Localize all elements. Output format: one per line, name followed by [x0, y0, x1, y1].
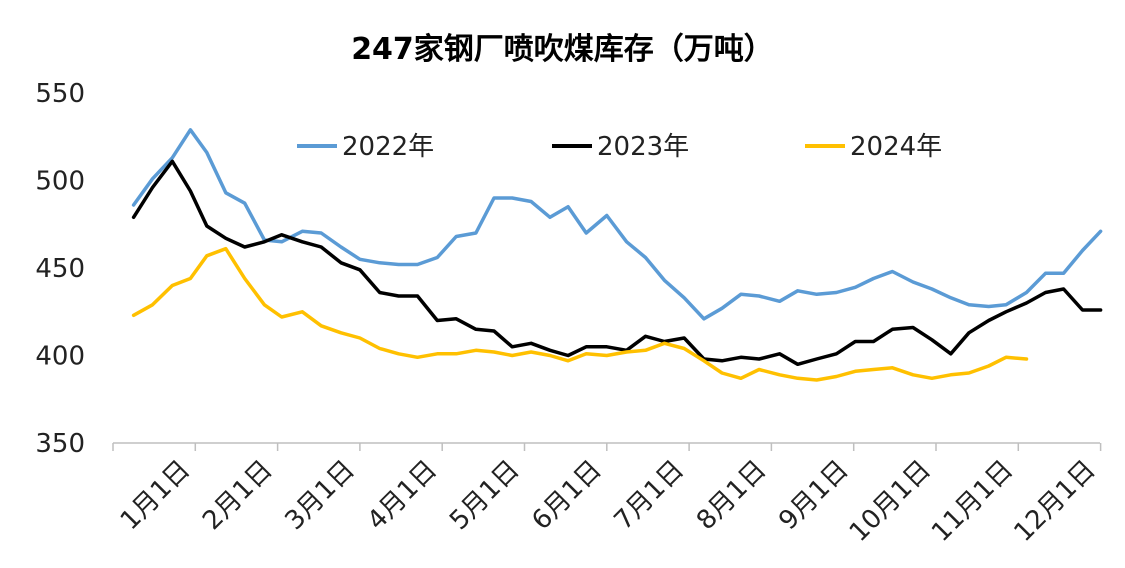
x-tick-label: 5月1日	[444, 455, 525, 536]
x-tick-label: 9月1日	[773, 455, 854, 536]
x-tick-label: 3月1日	[279, 455, 360, 536]
y-tick-label: 450	[35, 254, 85, 284]
series-line-2	[131, 159, 1103, 367]
x-tick-label: 4月1日	[362, 455, 443, 536]
legend: 2022年 2023年 2024年	[297, 132, 942, 162]
legend-label-2: 2023年	[597, 132, 689, 162]
y-tick-label: 550	[35, 79, 85, 109]
x-tick-label: 8月1日	[691, 455, 772, 536]
x-tick-label: 1月1日	[115, 455, 196, 536]
x-tick-label: 11月1日	[926, 455, 1019, 548]
series-layer	[131, 128, 1103, 382]
y-tick-label: 400	[35, 342, 85, 372]
x-tick-label: 10月1日	[844, 455, 937, 548]
x-tick-label: 7月1日	[609, 455, 690, 536]
x-tick-label: 6月1日	[526, 455, 607, 536]
chart-title: 247家钢厂喷吹煤库存（万吨）	[351, 32, 774, 67]
x-tick-label: 12月1日	[1008, 455, 1101, 548]
series-line-3	[131, 246, 1029, 382]
legend-label-1: 2022年	[342, 132, 434, 162]
y-tick-label: 500	[35, 167, 85, 197]
legend-label-3: 2024年	[850, 132, 942, 162]
x-tick-label: 2月1日	[197, 455, 278, 536]
y-tick-label: 350	[35, 429, 85, 459]
